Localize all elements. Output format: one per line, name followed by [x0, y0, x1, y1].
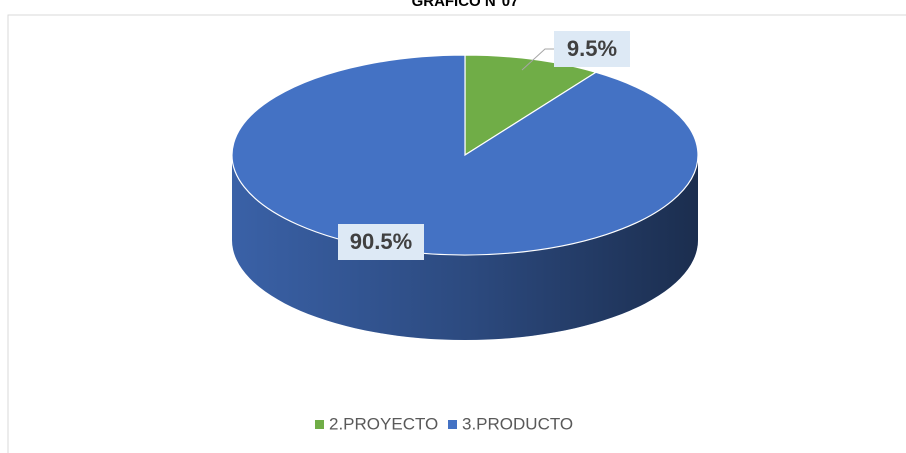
data-label: 9.5%: [567, 36, 617, 61]
legend-swatch: [315, 420, 324, 429]
pie-side-shade: [232, 155, 698, 340]
chart-title: GRÁFICO N°07: [412, 0, 519, 10]
data-label: 90.5%: [350, 229, 412, 254]
pie-slice: [231, 54, 699, 256]
legend-label: 3.PRODUCTO: [462, 414, 573, 433]
legend-label: 2.PROYECTO: [329, 414, 438, 433]
legend-swatch: [448, 420, 457, 429]
data-label-box: [554, 31, 630, 67]
data-label-box: [338, 224, 424, 260]
chart-frame: [7, 14, 906, 453]
leader-line: [521, 48, 555, 71]
